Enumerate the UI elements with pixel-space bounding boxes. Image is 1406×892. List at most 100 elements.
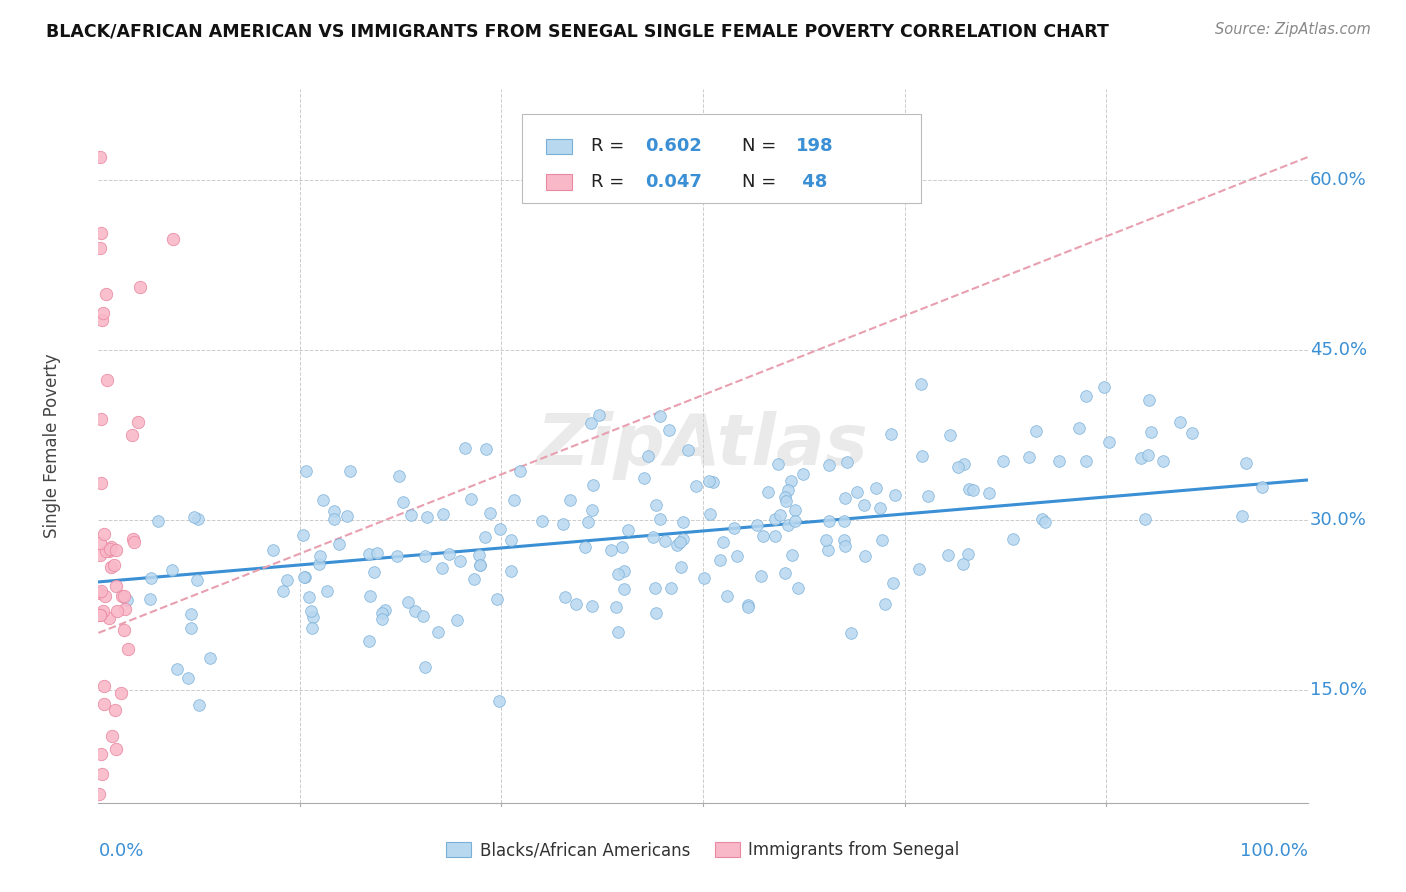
Point — [779, 474, 801, 488]
Point — [676, 442, 699, 457]
FancyBboxPatch shape — [546, 138, 572, 154]
Point — [371, 612, 394, 626]
Point — [90, 313, 112, 327]
Point — [359, 634, 381, 648]
Point — [1033, 515, 1056, 529]
Point — [1074, 389, 1097, 403]
Text: 100.0%: 100.0% — [1240, 842, 1308, 860]
Point — [579, 416, 602, 430]
Point — [359, 547, 381, 561]
Point — [582, 478, 605, 492]
Point — [817, 542, 839, 557]
Point — [605, 599, 627, 614]
Point — [111, 589, 134, 603]
Point — [650, 512, 672, 526]
Point — [183, 510, 205, 524]
Point — [94, 589, 117, 603]
Point — [1139, 425, 1161, 439]
Point — [641, 530, 664, 544]
Point — [773, 566, 796, 580]
Point — [839, 626, 862, 640]
Point — [339, 464, 361, 478]
Point — [110, 686, 132, 700]
Point — [312, 493, 335, 508]
Point — [103, 558, 125, 572]
Point — [177, 671, 200, 685]
Point — [776, 483, 799, 498]
Point — [783, 514, 806, 528]
Point — [93, 698, 115, 712]
Point — [1092, 380, 1115, 394]
Point — [105, 604, 128, 618]
Point — [460, 491, 482, 506]
Point — [478, 506, 501, 520]
Point — [671, 560, 693, 574]
Point — [93, 527, 115, 541]
Point — [910, 377, 932, 392]
Point — [187, 698, 209, 713]
Point — [599, 543, 621, 558]
Point — [488, 694, 510, 708]
Point — [404, 604, 426, 618]
Point — [328, 537, 350, 551]
Text: 15.0%: 15.0% — [1310, 681, 1367, 698]
Point — [93, 679, 115, 693]
Point — [374, 603, 396, 617]
Point — [773, 491, 796, 505]
Point — [416, 509, 439, 524]
Point — [783, 503, 806, 517]
Point — [180, 621, 202, 635]
Point — [139, 571, 162, 585]
Point — [166, 662, 188, 676]
Point — [936, 548, 959, 562]
Point — [737, 600, 759, 615]
Point — [359, 589, 381, 603]
Point — [766, 457, 789, 471]
Point — [697, 474, 720, 488]
Point — [101, 729, 124, 743]
Point — [308, 557, 330, 571]
Point — [747, 518, 769, 533]
Point — [371, 606, 394, 620]
Point — [814, 533, 837, 547]
Point — [100, 541, 122, 556]
Text: N =: N = — [742, 173, 782, 191]
Point — [104, 703, 127, 717]
FancyBboxPatch shape — [546, 174, 572, 190]
Point — [564, 597, 586, 611]
Text: Source: ZipAtlas.com: Source: ZipAtlas.com — [1215, 22, 1371, 37]
Point — [1232, 508, 1254, 523]
Point — [114, 589, 136, 603]
Point — [89, 536, 111, 550]
Point — [1025, 425, 1047, 439]
Point — [90, 767, 112, 781]
Point — [292, 528, 315, 542]
Point — [90, 412, 112, 426]
Point — [396, 595, 419, 609]
Point — [644, 581, 666, 595]
Point — [737, 598, 759, 612]
Point — [957, 482, 980, 496]
Point — [363, 565, 385, 579]
Point — [818, 458, 841, 473]
Point — [1074, 454, 1097, 468]
Point — [366, 546, 388, 560]
Point — [977, 486, 1000, 500]
Point — [485, 592, 508, 607]
Point — [581, 502, 603, 516]
Point — [121, 427, 143, 442]
Point — [470, 558, 492, 573]
Point — [122, 533, 145, 547]
Point — [430, 561, 453, 575]
Point — [127, 415, 149, 429]
Point — [104, 741, 127, 756]
Point — [702, 475, 724, 490]
Point — [650, 409, 672, 423]
Point — [104, 579, 127, 593]
Point — [308, 549, 330, 564]
Point — [90, 583, 112, 598]
Text: Single Female Poverty: Single Female Poverty — [44, 354, 62, 538]
Point — [1031, 512, 1053, 526]
Point — [129, 280, 152, 294]
Point — [449, 554, 471, 568]
